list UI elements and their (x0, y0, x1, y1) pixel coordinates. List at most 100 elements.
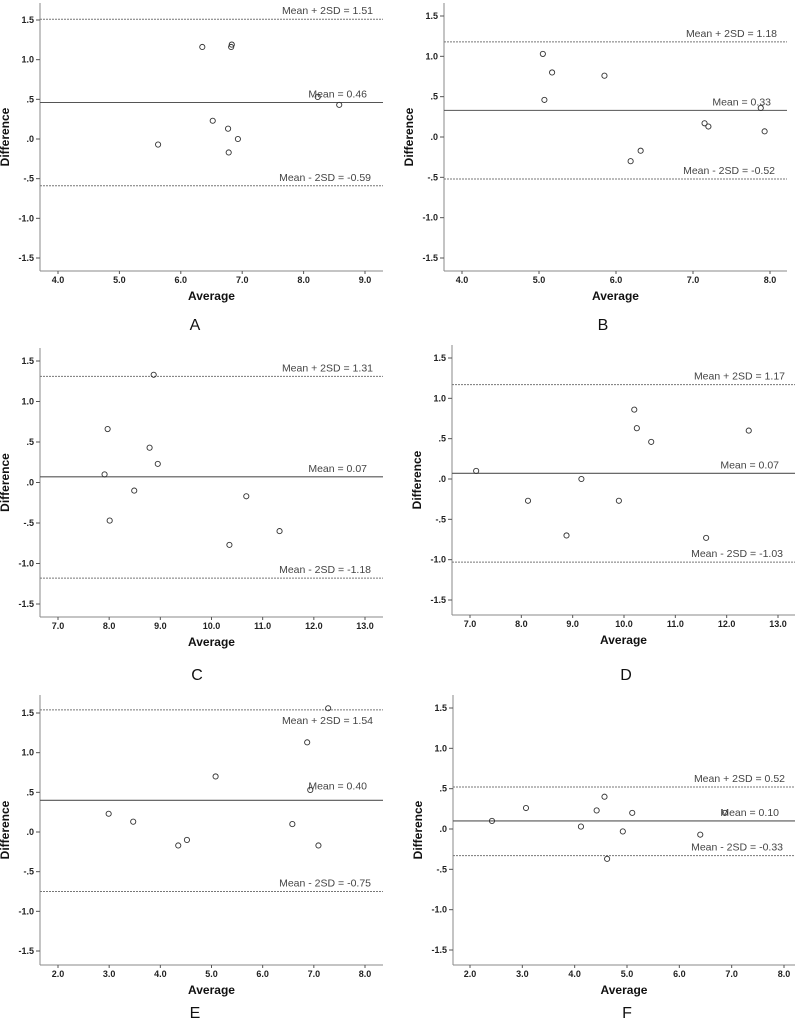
data-point (473, 467, 480, 474)
upper-limit-label: Mean + 2SD = 1.51 (282, 5, 373, 17)
y-tick-label: 1.0 (21, 55, 34, 65)
x-tick-label: 7.0 (464, 619, 477, 629)
y-tick-label: .5 (430, 92, 438, 102)
lower-limit-label: Mean - 2SD = -1.03 (691, 548, 783, 560)
data-point (130, 818, 137, 825)
y-tick-label: 1.5 (433, 353, 446, 363)
x-axis-title: Average (188, 289, 235, 303)
y-tick-label: 1.0 (434, 743, 447, 753)
data-point (697, 831, 704, 838)
lower-limit-label: Mean - 2SD = -1.18 (279, 564, 371, 576)
data-point (106, 517, 113, 524)
panel-letter: A (190, 317, 201, 334)
x-tick-label: 2.0 (464, 969, 477, 979)
mean-label: Mean = 0.33 (712, 96, 771, 108)
y-tick-label: -1.5 (431, 945, 447, 955)
data-point (243, 493, 250, 500)
data-point (637, 147, 644, 154)
x-tick-label: 8.0 (103, 621, 116, 631)
x-tick-label: 7.0 (52, 621, 65, 631)
x-tick-label: 6.0 (256, 969, 269, 979)
data-point (146, 444, 153, 451)
data-point (745, 427, 752, 434)
data-point (226, 541, 233, 548)
x-tick-label: 8.0 (297, 275, 310, 285)
data-point (314, 93, 321, 101)
x-tick-label: 7.0 (687, 275, 700, 285)
mean-label: Mean = 0.40 (308, 780, 367, 792)
data-point (131, 487, 138, 494)
x-tick-label: 4.0 (154, 969, 167, 979)
data-point (578, 475, 585, 483)
panel-c: 1.5 1.0 .5 .0 -.5 -1.0 -1.5 7.0 8.0 9.0 10.0 11.0 12… (0, 348, 383, 684)
data-point (549, 69, 556, 76)
x-axis-title: Average (188, 635, 235, 649)
y-tick-label: -1.5 (18, 599, 34, 609)
x-tick-label: 7.0 (236, 275, 249, 285)
x-tick-label: 9.0 (359, 275, 372, 285)
data-point (289, 821, 296, 828)
y-axis-title: Difference (0, 107, 12, 166)
data-point (615, 497, 622, 504)
y-tick-label: .0 (438, 474, 446, 484)
data-point (721, 809, 728, 816)
y-tick-label: .0 (26, 134, 34, 144)
data-point (757, 104, 764, 112)
data-point (155, 141, 162, 148)
x-tick-label: 6.0 (673, 969, 686, 979)
upper-limit-label: Mean + 2SD = 1.18 (686, 28, 777, 40)
data-point (601, 793, 608, 800)
y-tick-label: 1.0 (21, 397, 34, 407)
data-point (225, 125, 232, 132)
y-axis-title: Difference (410, 450, 424, 509)
panel-letter: D (620, 667, 632, 684)
x-axis-title: Average (601, 983, 648, 997)
x-tick-label: 10.0 (615, 619, 633, 629)
y-tick-label: .5 (26, 94, 34, 104)
y-tick-label: -1.0 (431, 905, 447, 915)
y-tick-label: -1.5 (18, 253, 34, 263)
data-point (627, 158, 634, 165)
data-point (631, 406, 638, 413)
y-tick-label: .5 (26, 787, 34, 797)
x-tick-label: 13.0 (769, 619, 787, 629)
y-tick-label: -.5 (23, 518, 34, 528)
y-tick-label: -1.0 (18, 906, 34, 916)
data-point (225, 149, 232, 156)
x-tick-label: 7.0 (308, 969, 321, 979)
data-point (336, 101, 343, 108)
lower-limit-label: Mean - 2SD = -0.75 (279, 878, 371, 890)
data-point (701, 120, 708, 127)
x-tick-label: 5.0 (621, 969, 634, 979)
y-axis-title: Difference (0, 800, 12, 859)
data-point (619, 828, 626, 835)
x-tick-label: 11.0 (667, 619, 684, 629)
upper-limit-label: Mean + 2SD = 0.52 (694, 773, 785, 785)
y-tick-label: -1.0 (422, 213, 438, 223)
data-point (522, 804, 530, 812)
x-axis-title: Average (600, 633, 647, 647)
data-point (307, 786, 314, 794)
mean-label: Mean = 0.07 (720, 459, 779, 471)
upper-limit-label: Mean + 2SD = 1.17 (694, 371, 785, 383)
y-tick-label: 1.5 (21, 356, 34, 366)
x-tick-label: 12.0 (718, 619, 736, 629)
y-tick-label: 1.5 (21, 15, 34, 25)
y-tick-label: -1.5 (18, 946, 34, 956)
panel-b: 1.5 1.0 .5 .0 -.5 -1.0 -1.5 4.0 5.0 6.0 7.0 8.0 Aver… (402, 3, 787, 334)
x-tick-label: 4.0 (568, 969, 581, 979)
mean-label: Mean = 0.10 (720, 807, 779, 819)
y-tick-label: .5 (438, 434, 446, 444)
upper-limit-label: Mean + 2SD = 1.54 (282, 715, 373, 727)
data-point (577, 823, 584, 830)
data-point (150, 371, 157, 378)
x-tick-label: 11.0 (254, 621, 271, 631)
y-tick-label: 1.5 (434, 703, 447, 713)
data-point (593, 807, 600, 814)
y-tick-label: -.5 (23, 174, 34, 184)
x-tick-label: 8.0 (778, 969, 791, 979)
mean-label: Mean = 0.07 (308, 463, 367, 475)
panel-f: 1.5 1.0 .5 .0 -.5 -1.0 -1.5 2.0 3.0 4.0 5.0 6.0 7.0 8… (411, 695, 795, 1022)
y-tick-label: .0 (26, 827, 34, 837)
x-tick-label: 5.0 (205, 969, 218, 979)
